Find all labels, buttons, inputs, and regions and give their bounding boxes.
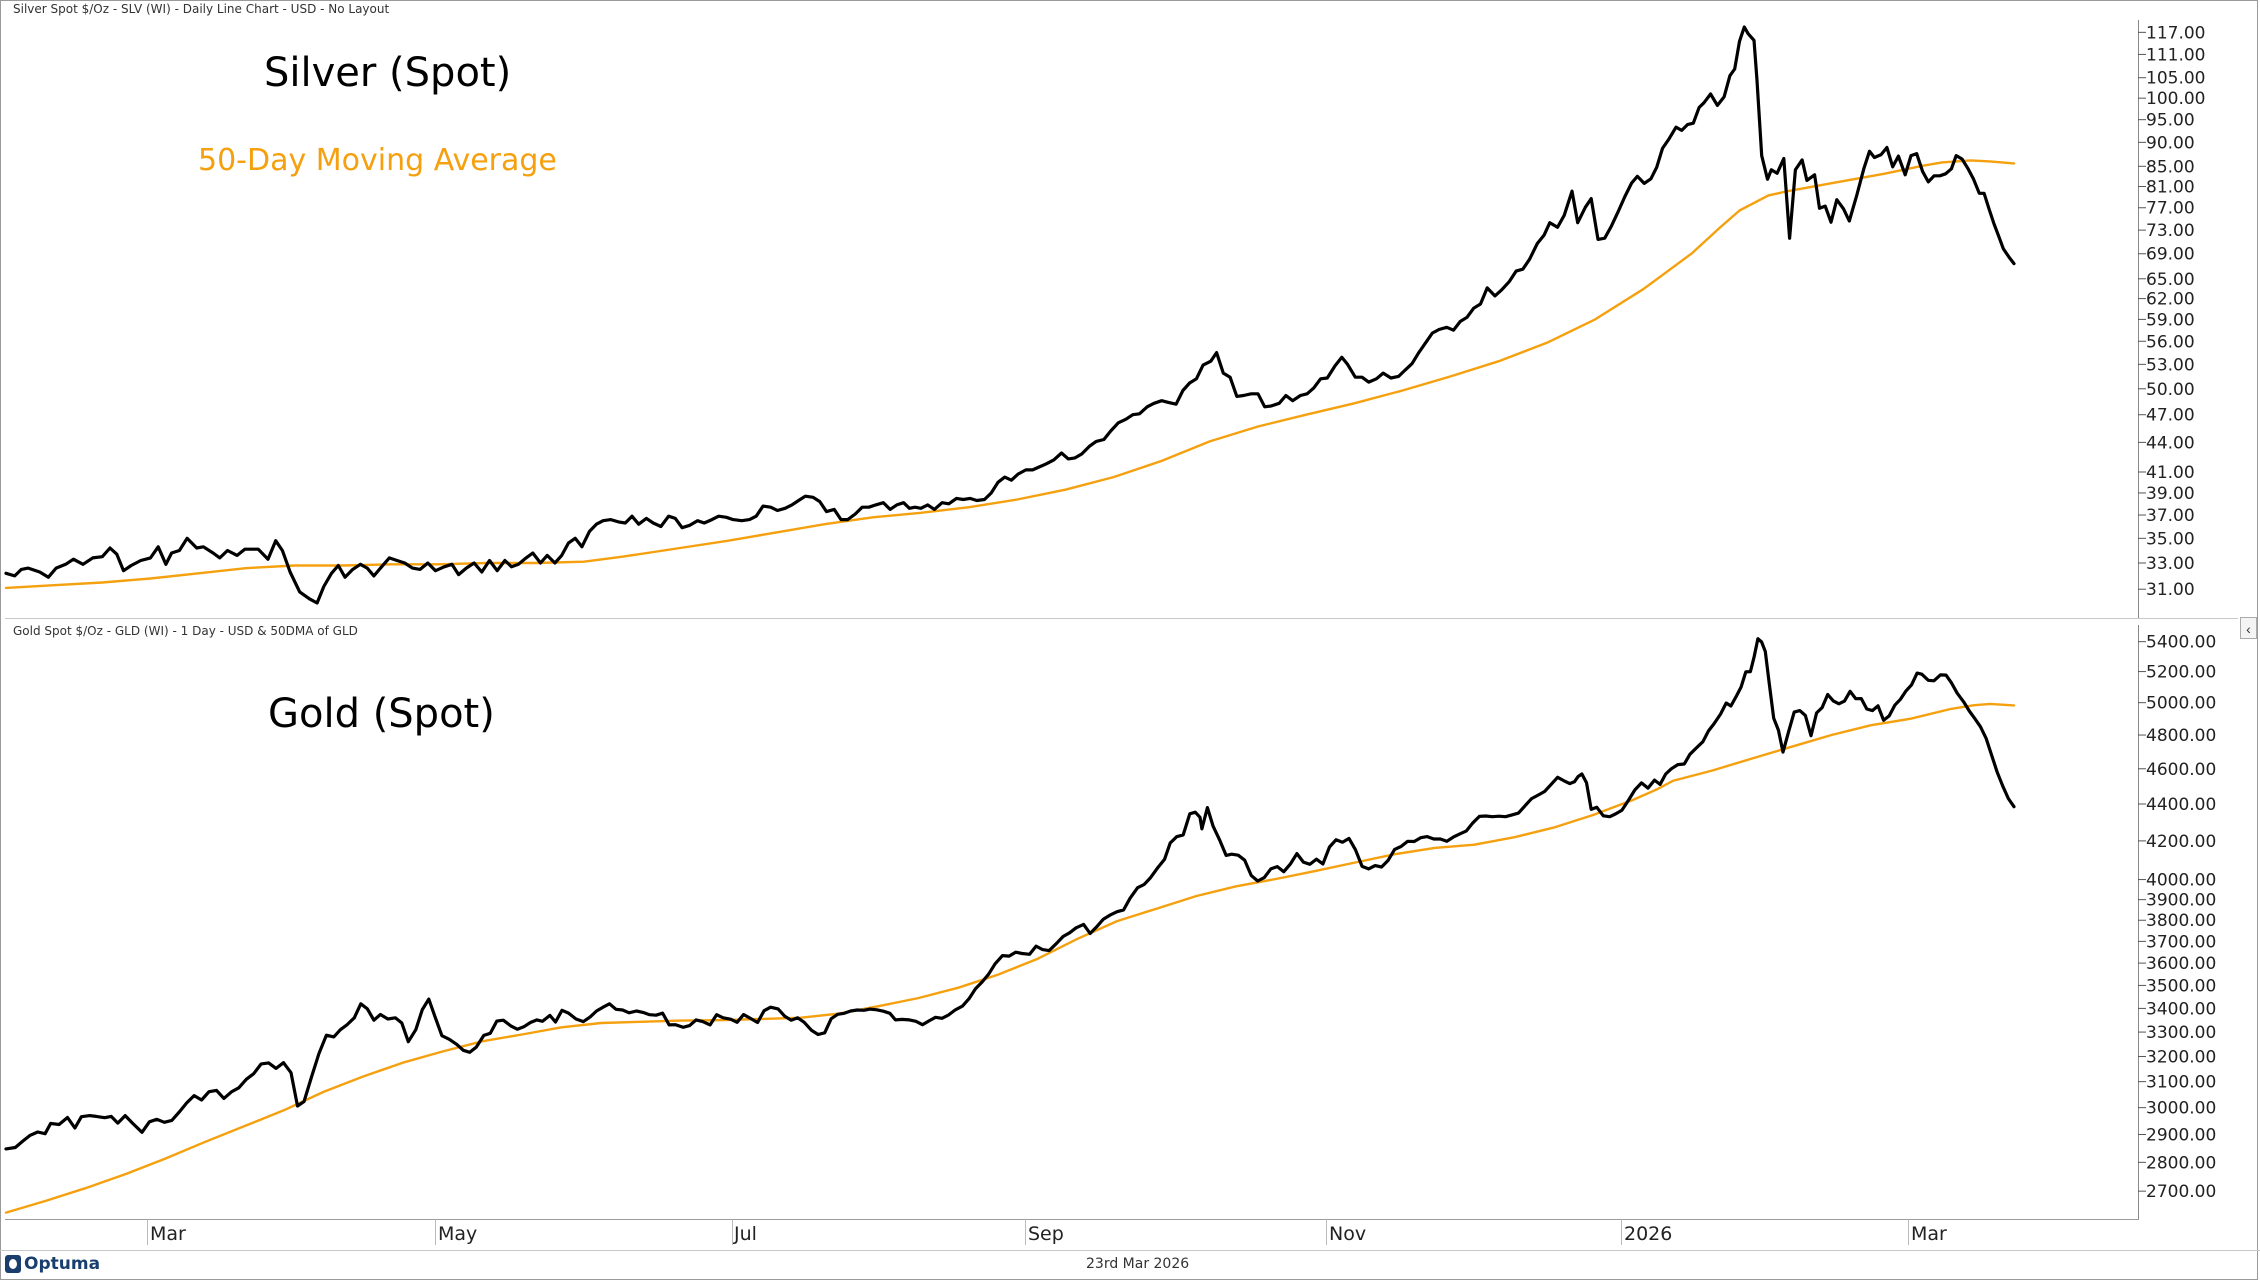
- silver-y-tick-label: 111.00: [2146, 45, 2205, 65]
- gold-y-tick-label: 5000.00: [2146, 694, 2216, 714]
- gold-y-tick-label: 3200.00: [2146, 1047, 2216, 1067]
- silver-moving-average-line: [4, 159, 2016, 590]
- x-label-nov: Nov: [1329, 1223, 1367, 1245]
- gold-y-tick-label: 3900.00: [2146, 891, 2216, 911]
- x-label-sep: Sep: [1028, 1223, 1064, 1245]
- gold-y-tick-label: 5400.00: [2146, 633, 2216, 653]
- x-tick: [732, 1219, 733, 1245]
- silver-y-tick-label: 77.00: [2146, 199, 2195, 219]
- silver-y-tick-label: 73.00: [2146, 221, 2195, 241]
- silver-y-tick-label: 56.00: [2146, 332, 2195, 352]
- silver-y-tick-label: 100.00: [2146, 89, 2205, 109]
- gold-y-tick-label: 3600.00: [2146, 954, 2216, 974]
- x-label-may: May: [438, 1223, 478, 1245]
- x-tick: [1025, 1219, 1026, 1245]
- x-tick: [435, 1219, 436, 1245]
- x-tick: [1326, 1219, 1327, 1245]
- optuma-logo: Optuma: [5, 1254, 100, 1274]
- silver-panel-caption: Silver Spot $/Oz - SLV (WI) - Daily Line…: [13, 2, 390, 16]
- silver-y-tick-label: 85.00: [2146, 157, 2195, 177]
- silver-y-tick-label: 105.00: [2146, 69, 2205, 89]
- optuma-logo-icon: [5, 1255, 21, 1273]
- silver-y-tick-label: 33.00: [2146, 554, 2195, 574]
- gold-y-tick-label: 3100.00: [2146, 1073, 2216, 1093]
- gold-y-tick-label: 3800.00: [2146, 911, 2216, 931]
- silver-y-tick-label: 95.00: [2146, 111, 2195, 131]
- footer-date: 23rd Mar 2026: [1086, 1256, 1190, 1272]
- gold-y-tick-label: 2900.00: [2146, 1126, 2216, 1146]
- silver-y-tick-label: 41.00: [2146, 463, 2195, 483]
- gold-y-tick-label: 3700.00: [2146, 932, 2216, 952]
- gold-y-tick-label: 2800.00: [2146, 1153, 2216, 1173]
- x-tick: [1908, 1219, 1909, 1245]
- gold-y-tick-label: 3400.00: [2146, 999, 2216, 1019]
- silver-y-tick-label: 90.00: [2146, 133, 2195, 153]
- silver-y-tick-label: 39.00: [2146, 484, 2195, 504]
- silver-y-tick-label: 117.00: [2146, 23, 2205, 43]
- collapse-panel-button[interactable]: ‹: [2240, 617, 2257, 639]
- gold-price-line: [4, 637, 2016, 1151]
- gold-y-tick-label: 4600.00: [2146, 760, 2216, 780]
- silver-y-tick-label: 47.00: [2146, 406, 2195, 426]
- silver-price-line: [4, 25, 2016, 605]
- x-label-2026: 2026: [1624, 1223, 1673, 1245]
- gold-y-tick-label: 3000.00: [2146, 1099, 2216, 1119]
- panel-divider[interactable]: [5, 618, 2238, 619]
- gold-title: Gold (Spot): [268, 691, 495, 737]
- footer-bar: [0, 1250, 2260, 1281]
- gold-y-tick-label: 3300.00: [2146, 1023, 2216, 1043]
- gold-panel-caption: Gold Spot $/Oz - GLD (WI) - 1 Day - USD …: [13, 624, 358, 638]
- gold-y-tick-label: 4800.00: [2146, 726, 2216, 746]
- gold-y-tick-label: 2700.00: [2146, 1182, 2216, 1202]
- silver-title: Silver (Spot): [264, 50, 512, 96]
- silver-y-tick-label: 31.00: [2146, 580, 2195, 600]
- silver-y-tick-label: 44.00: [2146, 433, 2195, 453]
- silver-y-tick-label: 69.00: [2146, 245, 2195, 265]
- gold-y-tick-label: 4000.00: [2146, 871, 2216, 891]
- silver-panel[interactable]: Silver Spot $/Oz - SLV (WI) - Daily Line…: [0, 0, 2260, 618]
- x-axis-line: [5, 1219, 2139, 1220]
- x-label-jul: Jul: [734, 1223, 757, 1245]
- silver-y-tick-label: 50.00: [2146, 380, 2195, 400]
- silver-y-tick-label: 62.00: [2146, 290, 2195, 310]
- silver-y-tick-label: 65.00: [2146, 270, 2195, 290]
- brand-name: Optuma: [24, 1254, 101, 1274]
- gold-panel[interactable]: Gold Spot $/Oz - GLD (WI) - 1 Day - USD …: [0, 619, 2260, 1220]
- gold-y-tick-label: 4200.00: [2146, 832, 2216, 852]
- x-label-mar: Mar: [150, 1223, 186, 1245]
- silver-y-tick-label: 81.00: [2146, 178, 2195, 198]
- silver-y-tick-label: 37.00: [2146, 506, 2195, 526]
- x-label-mar-2026: Mar: [1911, 1223, 1947, 1245]
- x-tick: [1621, 1219, 1622, 1245]
- gold-y-tick-label: 3500.00: [2146, 976, 2216, 996]
- gold-moving-average-line: [4, 702, 2016, 1214]
- gold-y-axis-line: [2138, 625, 2139, 1219]
- x-tick: [147, 1219, 148, 1245]
- silver-y-tick-label: 59.00: [2146, 310, 2195, 330]
- gold-y-tick-label: 4400.00: [2146, 795, 2216, 815]
- gold-y-tick-label: 5200.00: [2146, 663, 2216, 683]
- silver-y-tick-label: 35.00: [2146, 529, 2195, 549]
- silver-y-tick-label: 53.00: [2146, 355, 2195, 375]
- moving-average-legend: 50-Day Moving Average: [198, 143, 557, 178]
